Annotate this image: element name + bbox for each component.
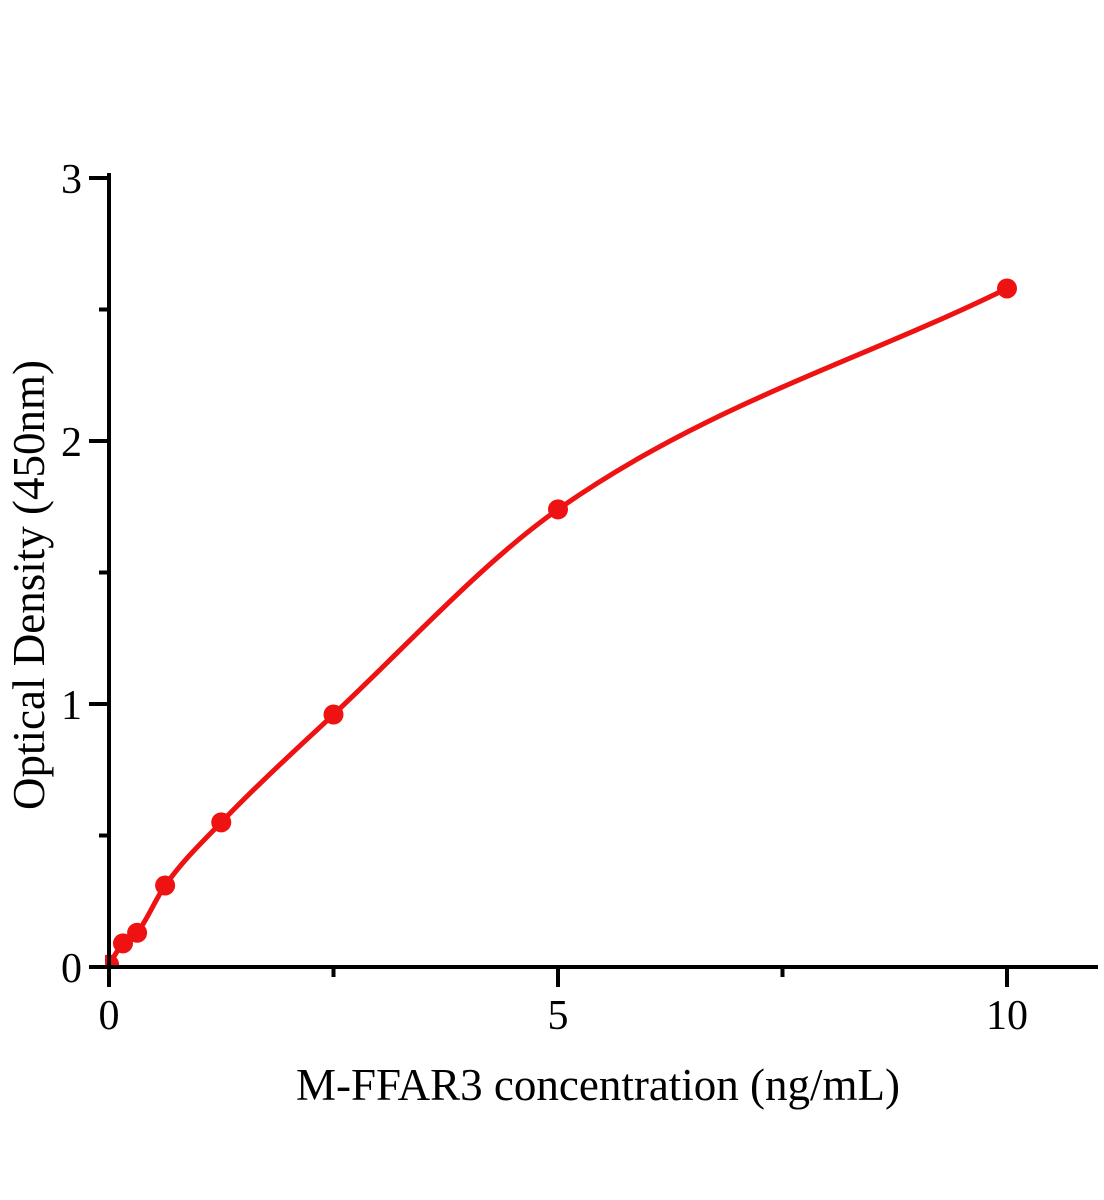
x-tick-label: 10 [986,993,1028,1039]
data-point [113,933,134,954]
data-point [211,812,232,833]
data-point [155,875,176,896]
fit-curve-line [106,285,1010,966]
y-axis-title: Optical Density (450nm) [4,360,54,810]
x-axis-tick-labels: 0 5 10 [99,993,1029,1039]
data-point [127,922,148,943]
data-point [323,704,344,725]
y-axis-ticks [89,176,109,969]
x-tick-label: 5 [548,993,569,1039]
y-tick-label: 1 [61,683,82,729]
x-tick-label: 0 [99,993,120,1039]
y-tick-label: 3 [61,157,82,203]
plot-area [105,278,1017,966]
y-tick-label: 0 [61,946,82,992]
x-axis-ticks [107,967,1009,987]
y-axis-tick-labels: 0 1 2 3 [61,157,82,992]
data-point [997,278,1017,299]
x-axis-title: M-FFAR3 concentration (ng/mL) [296,1060,900,1110]
y-tick-label: 2 [61,420,82,466]
data-point [548,499,568,520]
data-point-markers [105,278,1017,966]
axes [89,173,1098,987]
